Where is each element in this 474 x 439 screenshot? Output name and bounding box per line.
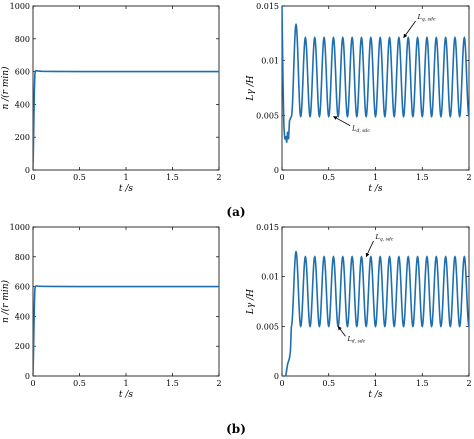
- x-tick-label: 1.5: [416, 173, 429, 182]
- y-tick-label: 800: [15, 35, 30, 44]
- x-tick-label: 0: [30, 173, 35, 182]
- series-line: [282, 6, 469, 143]
- y-axis-label: Lγ /H: [246, 289, 256, 315]
- plot-frame: [281, 5, 470, 171]
- x-tick-label: 2: [216, 379, 221, 388]
- y-tick-label: 0.015: [256, 2, 279, 11]
- x-tick-label: 2: [466, 173, 471, 182]
- x-tick-label: 0: [279, 379, 284, 388]
- y-tick-label: 0.015: [256, 223, 279, 232]
- y-axis-label: n /(r min): [0, 279, 11, 323]
- x-axis-label: t /s: [119, 390, 134, 400]
- lq-annotation-label: Lq, sdc: [375, 233, 394, 243]
- x-tick-label: 1.5: [166, 173, 179, 182]
- inductance-chart-a: 0 0.5 1 1.5 2 0 0.005 0.01 0.015 t /s Lγ /H Lq, sdc…: [246, 2, 472, 194]
- plot-frame: [32, 5, 220, 171]
- ld-annotation-label: Ld, sdc: [346, 335, 365, 345]
- y-tick-label: 200: [15, 342, 30, 351]
- y-tick-label: 0.005: [256, 111, 279, 120]
- y-tick-label: 400: [15, 312, 30, 321]
- y-tick-label: 0.01: [261, 57, 279, 66]
- panel-label-a: (a): [226, 205, 245, 219]
- y-tick-label: 200: [15, 133, 30, 142]
- y-axis-label: Lγ /H: [246, 75, 256, 101]
- series-line: [282, 250, 469, 376]
- x-tick-label: 2: [466, 379, 471, 388]
- y-tick-label: 1000: [10, 2, 30, 11]
- inductance-chart-b: 0 0.5 1 1.5 2 0 0.005 0.01 0.015 t /s Lγ /H Lq, sdc…: [246, 223, 472, 400]
- x-tick-label: 0.5: [322, 379, 335, 388]
- y-tick-label: 0: [25, 372, 30, 381]
- y-tick-label: 0: [274, 166, 279, 175]
- x-tick-label: 0.5: [73, 379, 86, 388]
- x-tick-label: 1: [373, 379, 378, 388]
- lq-annotation-arrow: [365, 240, 374, 258]
- plot-frame: [32, 226, 220, 377]
- y-tick-label: 1000: [10, 223, 30, 232]
- x-tick-label: 2: [216, 173, 221, 182]
- speed-chart-b: 0 0.5 1 1.5 2 0 200 400 600 800 1000 t /s n /(r min): [0, 223, 222, 400]
- ld-annotation-arrow: [333, 116, 351, 126]
- y-tick-label: 0: [25, 166, 30, 175]
- x-tick-label: 1: [123, 379, 128, 388]
- x-tick-label: 1.5: [166, 379, 179, 388]
- x-axis-label: t /s: [119, 184, 134, 194]
- x-tick-label: 0: [30, 379, 35, 388]
- lq-annotation-arrow: [403, 20, 416, 39]
- x-axis-label: t /s: [368, 184, 383, 194]
- y-tick-label: 800: [15, 253, 30, 262]
- ld-annotation-label: Ld, sdc: [351, 125, 370, 135]
- x-tick-label: 1: [373, 173, 378, 182]
- x-tick-label: 0.5: [73, 173, 86, 182]
- plot-frame: [281, 226, 470, 377]
- x-tick-label: 1.5: [416, 379, 429, 388]
- y-tick-label: 0: [274, 372, 279, 381]
- y-tick-label: 400: [15, 100, 30, 109]
- x-axis-label: t /s: [368, 390, 383, 400]
- ld-annotation-arrow: [337, 326, 346, 337]
- y-tick-label: 0.01: [261, 273, 279, 282]
- speed-chart-a: 0 0.5 1 1.5 2 0 200 400 600 800 1000 t /s n /(r min): [0, 2, 222, 194]
- x-tick-label: 0.5: [322, 173, 335, 182]
- y-axis-label: n /(r min): [0, 66, 11, 110]
- y-tick-label: 600: [15, 68, 30, 77]
- lq-annotation-label: Lq, sdc: [417, 13, 436, 23]
- x-tick-label: 1: [123, 173, 128, 182]
- y-tick-label: 0.005: [256, 322, 279, 331]
- x-tick-label: 0: [279, 173, 284, 182]
- series-line: [33, 285, 219, 376]
- y-tick-label: 600: [15, 283, 30, 292]
- series-line: [33, 69, 219, 170]
- panel-label-b: (b): [226, 422, 246, 436]
